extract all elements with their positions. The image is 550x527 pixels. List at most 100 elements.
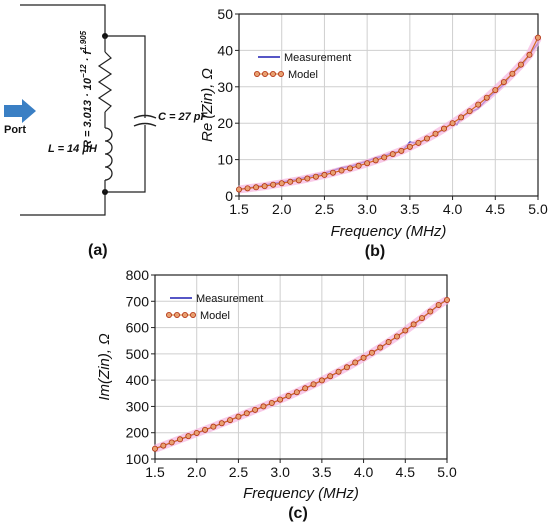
port-arrow-icon: [4, 99, 36, 123]
x-tick-label: 1.5: [145, 464, 165, 480]
y-axis-title: Re (Zin), Ω: [199, 68, 216, 142]
data-point-model: [260, 403, 267, 410]
y-tick-label: 600: [126, 320, 150, 336]
data-point-model: [500, 79, 507, 86]
y-tick-label: 800: [126, 267, 150, 283]
data-point-model: [475, 101, 482, 108]
legend-model-marker: [189, 311, 196, 318]
data-point-model: [193, 429, 200, 436]
data-point-model: [329, 169, 336, 176]
data-point-model: [398, 147, 405, 154]
y-tick-label: 0: [225, 188, 233, 204]
y-tick-label: 30: [217, 79, 233, 95]
data-point-model: [410, 321, 417, 328]
x-tick-label: 3.5: [312, 464, 332, 480]
y-tick-label: 40: [217, 42, 233, 58]
data-point-model: [151, 445, 158, 452]
legend-model-label: Model: [288, 69, 318, 81]
data-point-model: [304, 175, 311, 182]
data-point-model: [177, 436, 184, 443]
data-point-model: [372, 157, 379, 164]
data-point-model: [235, 186, 242, 193]
data-point-model: [243, 410, 250, 417]
legend-model-marker: [261, 71, 268, 78]
panel-label-a: (a): [88, 242, 108, 259]
data-point-model: [268, 400, 275, 407]
series-model-glow: [153, 296, 450, 453]
data-point-model: [343, 364, 350, 371]
data-point-model: [321, 171, 328, 178]
data-point-model: [185, 433, 192, 440]
data-point-model: [347, 165, 354, 172]
data-point-model: [535, 34, 542, 41]
data-point-model: [368, 349, 375, 356]
data-point-model: [287, 178, 294, 185]
legend-model-marker: [269, 71, 276, 78]
x-tick-label: 3.5: [400, 201, 420, 217]
y-tick-label: 10: [217, 152, 233, 168]
data-point-model: [218, 420, 225, 427]
data-point-model: [377, 344, 384, 351]
y-tick-label: 300: [126, 398, 150, 414]
data-point-model: [385, 339, 392, 346]
data-point-model: [335, 368, 342, 375]
data-point-model: [389, 151, 396, 158]
data-point-model: [355, 162, 362, 169]
y-axis-title: Im(Zin), Ω: [96, 333, 113, 400]
inductor-symbol: [104, 127, 113, 181]
data-point-model: [235, 413, 242, 420]
data-point-model: [423, 135, 430, 142]
x-tick-label: 4.0: [354, 464, 374, 480]
y-tick-label: 100: [126, 451, 150, 467]
data-point-model: [253, 184, 260, 191]
x-tick-label: 4.0: [443, 201, 463, 217]
x-tick-label: 2.5: [229, 464, 249, 480]
data-point-model: [441, 125, 448, 132]
data-point-model: [449, 120, 456, 127]
data-point-model: [466, 108, 473, 115]
y-tick-label: 500: [126, 346, 150, 362]
plot-frame: [154, 274, 448, 460]
panel-label-c: (c): [288, 505, 308, 522]
data-point-model: [270, 181, 277, 188]
panel-label-b: (b): [365, 243, 385, 260]
y-tick-label: 400: [126, 372, 150, 388]
legend-model-marker: [181, 311, 188, 318]
data-point-model: [168, 439, 175, 446]
x-tick-label: 3.0: [357, 201, 377, 217]
chart-b: 1.5 2.0 2.5 3.0 3.5 4.0 4.5 5.0 0 10 20 30 40 50 Measu…: [199, 6, 548, 260]
x-tick-label: 3.0: [270, 464, 290, 480]
data-point-model: [402, 327, 409, 334]
plot-frame: [238, 13, 539, 197]
capacitor-label: C = 27 pF: [158, 111, 207, 123]
legend-model-marker: [277, 71, 284, 78]
data-point-model: [526, 51, 533, 58]
legend-model-marker: [253, 71, 260, 78]
data-point-model: [318, 377, 325, 384]
chart-c: 1.5 2.0 2.5 3.0 3.5 4.0 4.5 5.0 100 200 300 400 500 6…: [96, 267, 457, 522]
x-tick-label: 4.5: [486, 201, 506, 217]
data-point-model: [458, 114, 465, 121]
x-tick-label: 4.5: [396, 464, 416, 480]
data-point-model: [432, 130, 439, 137]
data-point-model: [393, 333, 400, 340]
x-tick-label: 5.0: [437, 464, 457, 480]
data-point-model: [277, 396, 284, 403]
y-tick-label: 50: [217, 6, 233, 22]
data-point-model: [261, 183, 268, 190]
series-measurement-line: [238, 42, 539, 191]
legend-measurement-label: Measurement: [284, 52, 351, 64]
series-measurement-line: [154, 298, 448, 450]
x-tick-label: 5.0: [528, 201, 548, 217]
data-point-model: [443, 296, 450, 303]
y-tick-label: 700: [126, 293, 150, 309]
data-point-model: [227, 417, 234, 424]
data-point-model: [202, 426, 209, 433]
x-tick-label: 2.0: [187, 464, 207, 480]
legend-measurement-label: Measurement: [196, 293, 263, 305]
data-point-model: [360, 354, 367, 361]
data-point-model: [285, 392, 292, 399]
legend-model-marker: [173, 311, 180, 318]
data-point-model: [310, 381, 317, 388]
